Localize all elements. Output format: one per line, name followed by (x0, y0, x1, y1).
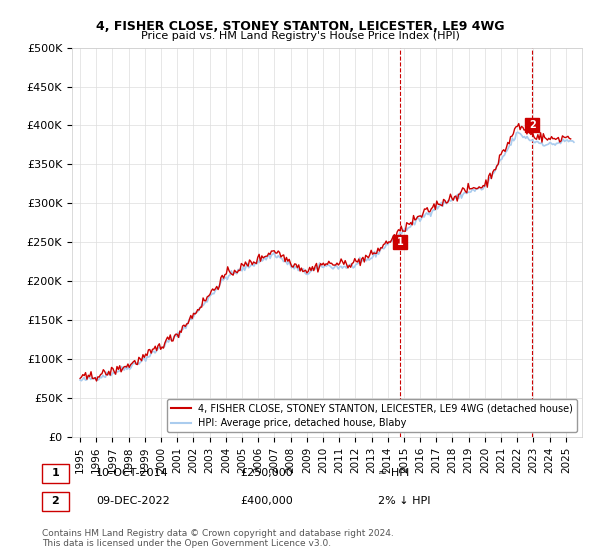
Text: 2: 2 (529, 120, 536, 130)
Text: 1: 1 (52, 468, 59, 478)
Text: 2: 2 (52, 496, 59, 506)
Text: 10-OCT-2014: 10-OCT-2014 (96, 468, 169, 478)
Text: £250,000: £250,000 (240, 468, 293, 478)
Text: 4, FISHER CLOSE, STONEY STANTON, LEICESTER, LE9 4WG: 4, FISHER CLOSE, STONEY STANTON, LEICEST… (96, 20, 504, 32)
Text: 1: 1 (397, 237, 404, 247)
Text: 09-DEC-2022: 09-DEC-2022 (96, 496, 170, 506)
Text: £400,000: £400,000 (240, 496, 293, 506)
Text: Contains HM Land Registry data © Crown copyright and database right 2024.
This d: Contains HM Land Registry data © Crown c… (42, 529, 394, 548)
Text: ≈ HPI: ≈ HPI (378, 468, 409, 478)
Legend: 4, FISHER CLOSE, STONEY STANTON, LEICESTER, LE9 4WG (detached house), HPI: Avera: 4, FISHER CLOSE, STONEY STANTON, LEICEST… (167, 399, 577, 432)
Text: Price paid vs. HM Land Registry's House Price Index (HPI): Price paid vs. HM Land Registry's House … (140, 31, 460, 41)
Text: 2% ↓ HPI: 2% ↓ HPI (378, 496, 431, 506)
